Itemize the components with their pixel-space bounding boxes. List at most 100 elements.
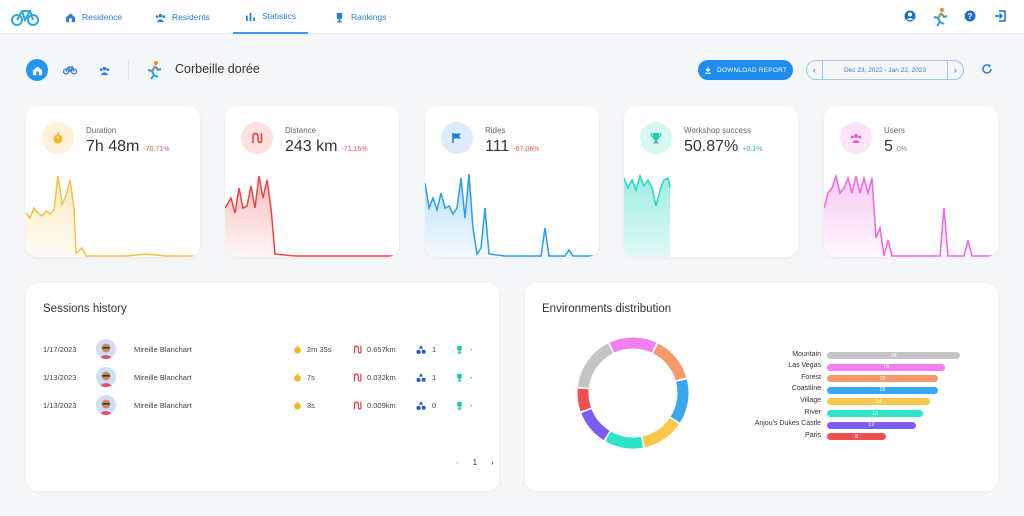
environment-bar[interactable]: 15	[827, 386, 938, 394]
avatar	[96, 339, 116, 359]
session-distance: 0.009km	[367, 400, 396, 410]
nav-tab-label: Statistics	[261, 11, 296, 21]
stat-card-rides: Rides 111 -67.06%	[425, 106, 599, 257]
environments-title: Environments distribution	[542, 303, 672, 315]
bike-view-button[interactable]	[59, 59, 81, 81]
donut-slice[interactable]	[652, 343, 687, 381]
avatar	[96, 395, 116, 415]
rides-sparkline	[425, 173, 599, 257]
runner-logo-icon[interactable]	[932, 7, 948, 27]
nav-tab-label: Rankings	[351, 12, 387, 22]
trophy-icon	[336, 12, 343, 23]
route-icon	[353, 345, 362, 353]
environment-bar[interactable]: 16	[827, 363, 946, 371]
stat-change: -71.16%	[341, 146, 368, 153]
environment-bar[interactable]: 15	[827, 375, 938, 383]
download-report-button[interactable]: DOWNLOAD REPORT	[698, 60, 793, 80]
table-row[interactable]: 1/13/2023 Mireille Blanchart 7s 0.032km …	[43, 366, 483, 388]
resident-name: Mireille Blanchart	[134, 344, 192, 354]
flag-icon	[441, 122, 473, 154]
stat-card-duration: Duration 7h 48m -70.71%	[26, 106, 200, 257]
sessions-history-panel: Sessions history 1/17/2023 Mireille Blan…	[26, 283, 499, 491]
session-workshops: 1	[432, 344, 437, 354]
stat-number: 7h 48m	[86, 138, 140, 155]
bar-label: Las Vegas	[788, 362, 821, 370]
environment-bar[interactable]: 12	[827, 421, 916, 429]
nav-tab-label: Residents	[172, 12, 210, 22]
current-page[interactable]: 1	[472, 458, 478, 467]
next-range-button[interactable]: ›	[954, 65, 957, 75]
stat-card-workshop-success: Workshop success 50.87% +0.1%	[624, 106, 798, 257]
previous-page-button[interactable]: ‹	[456, 458, 459, 467]
session-workshops: 0	[432, 400, 437, 410]
route-icon	[353, 373, 362, 381]
home-icon	[65, 12, 76, 22]
donut-slice[interactable]	[581, 408, 610, 441]
nav-tab-residents[interactable]: Residents	[155, 0, 210, 34]
date-range-value[interactable]: Dec 23, 2022 - Jan 22, 2023	[822, 61, 948, 79]
stat-label: Rides	[485, 126, 506, 135]
environment-bar[interactable]: 13	[827, 410, 924, 417]
donut-slice[interactable]	[577, 343, 614, 389]
distance-sparkline	[225, 175, 399, 257]
nav-tab-statistics[interactable]: Statistics	[233, 0, 308, 34]
stat-number: 50.87%	[684, 138, 739, 155]
residence-view-button[interactable]	[26, 59, 48, 81]
pagination: ‹ 1 ›	[456, 458, 494, 467]
stopwatch-icon	[294, 372, 301, 382]
duration-sparkline	[26, 175, 200, 257]
donut-slice[interactable]	[670, 379, 689, 423]
route-icon	[241, 122, 273, 154]
nav-tab-rankings[interactable]: Rankings	[334, 0, 386, 34]
help-icon[interactable]: ?	[964, 10, 976, 22]
shapes-icon	[416, 344, 426, 354]
bike-icon	[63, 66, 77, 75]
stat-label: Workshop success	[684, 126, 751, 135]
nav-tab-label: Residence	[82, 12, 123, 22]
stat-change: +0.1%	[742, 146, 763, 153]
next-page-button[interactable]: ›	[491, 458, 494, 467]
bike-logo-icon[interactable]	[11, 7, 39, 27]
donut-slice[interactable]	[642, 417, 679, 448]
donut-slice[interactable]	[605, 431, 643, 449]
stat-change: -67.06%	[513, 146, 540, 153]
logout-icon[interactable]	[994, 10, 1006, 22]
toolbar-divider	[128, 60, 129, 80]
stat-card-users: Users 5 0%	[824, 106, 998, 257]
trophy-icon	[640, 122, 672, 154]
stat-number: 243 km	[285, 138, 338, 155]
stopwatch-icon	[42, 122, 74, 154]
sessions-title: Sessions history	[43, 303, 127, 315]
nav-tab-residence[interactable]: Residence	[65, 0, 122, 34]
session-duration: 3s	[307, 400, 315, 410]
trophy-icon	[457, 373, 462, 382]
residents-view-button[interactable]	[93, 59, 115, 81]
stat-card-distance: Distance 243 km -71.16%	[225, 106, 399, 257]
trophy-icon	[457, 345, 462, 354]
bar-label: River	[804, 408, 821, 416]
stat-label: Users	[884, 126, 905, 135]
route-icon	[353, 401, 362, 409]
people-icon	[99, 66, 109, 75]
stat-value: 50.87% +0.1%	[684, 138, 762, 156]
stat-value: 7h 48m -70.71%	[86, 138, 169, 156]
donut-slice[interactable]	[609, 337, 657, 353]
bar-label: Village	[800, 396, 821, 404]
table-row[interactable]: 1/17/2023 Mireille Blanchart 2m 35s 0.65…	[43, 338, 483, 360]
runner-avatar-icon	[147, 61, 162, 80]
session-success: -	[470, 400, 473, 410]
previous-range-button[interactable]: ‹	[813, 65, 816, 75]
stat-value: 243 km -71.16%	[285, 138, 368, 156]
table-row[interactable]: 1/13/2023 Mireille Blanchart 3s 0.009km …	[43, 394, 483, 416]
session-workshops: 1	[432, 372, 437, 382]
environment-bar[interactable]: 14	[827, 398, 931, 406]
account-icon[interactable]	[904, 10, 916, 22]
session-distance: 0.657km	[367, 344, 396, 354]
donut-slice[interactable]	[577, 388, 592, 412]
svg-text:?: ?	[968, 12, 973, 21]
environment-bar[interactable]: 8	[827, 433, 887, 441]
environment-bar[interactable]: 18	[827, 352, 960, 359]
stat-label: Duration	[86, 126, 117, 135]
refresh-icon[interactable]	[981, 63, 993, 75]
shapes-icon	[416, 400, 426, 410]
